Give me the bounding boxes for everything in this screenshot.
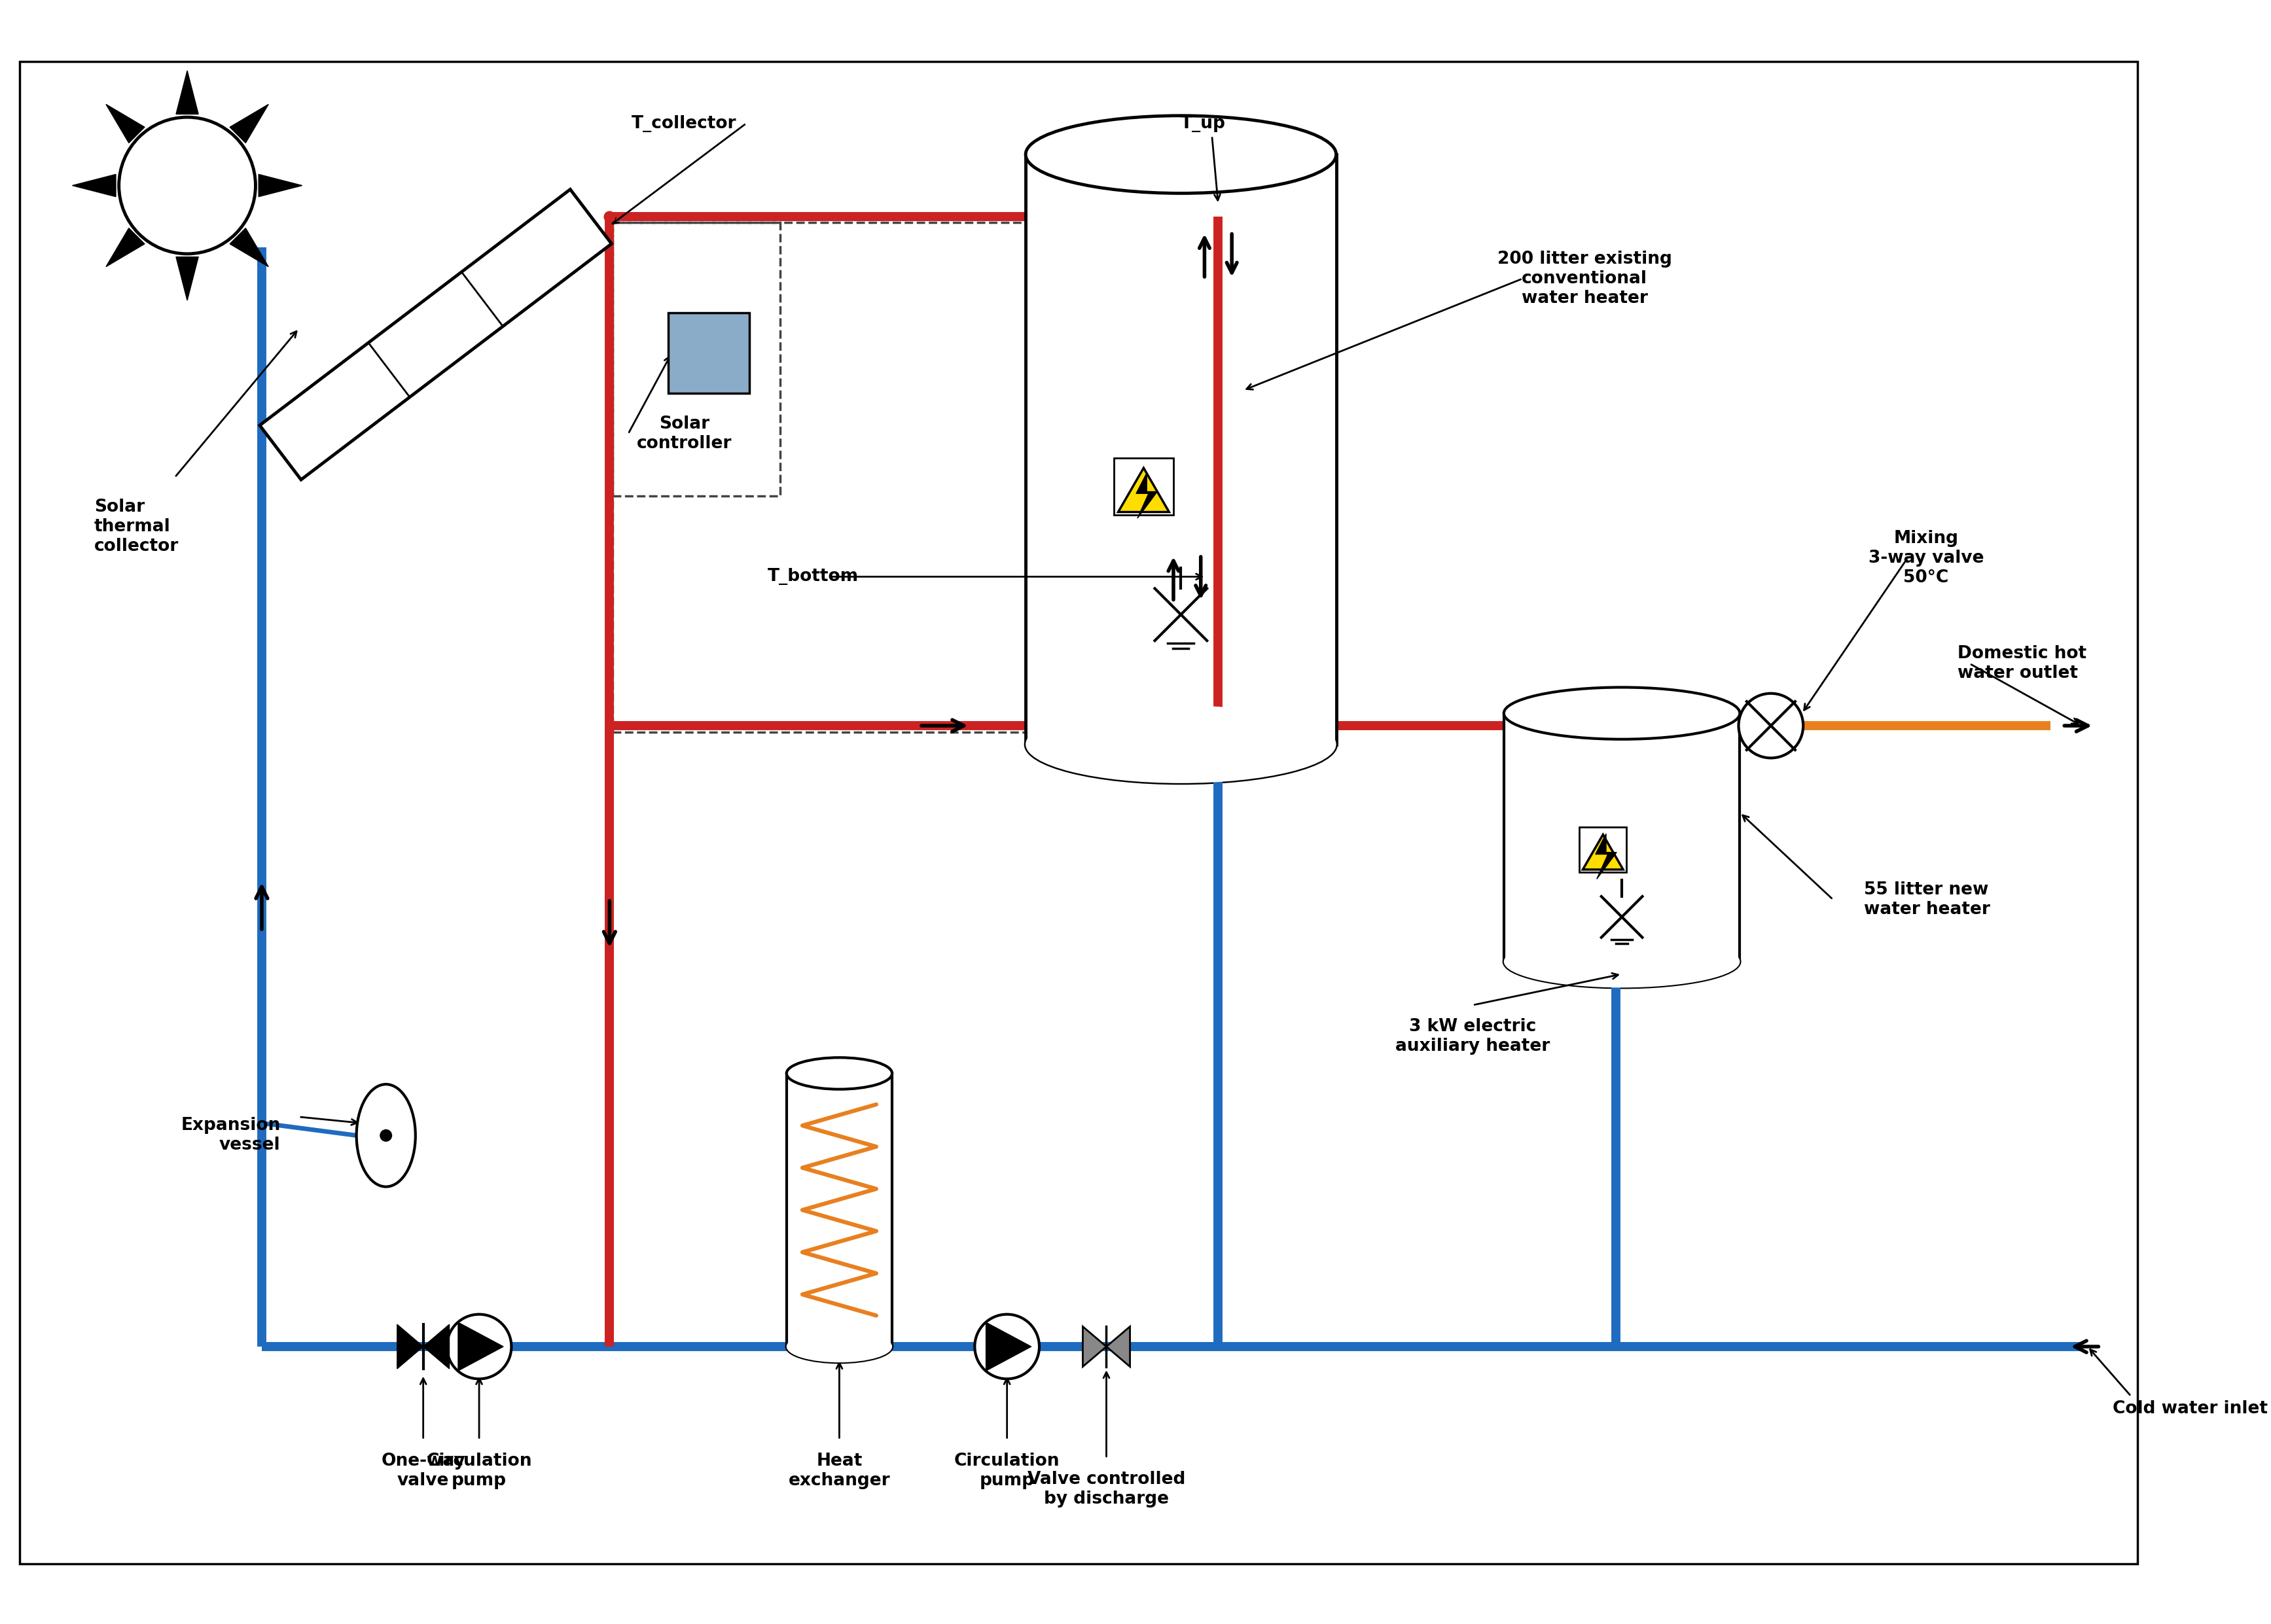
Ellipse shape xyxy=(1026,705,1335,783)
Text: 3 kW electric
auxiliary heater: 3 kW electric auxiliary heater xyxy=(1394,1018,1551,1054)
Polygon shape xyxy=(397,1325,422,1369)
Polygon shape xyxy=(1106,1327,1131,1367)
Polygon shape xyxy=(259,174,302,197)
Ellipse shape xyxy=(1503,935,1740,987)
Bar xyxy=(1115,458,1174,515)
Ellipse shape xyxy=(1026,115,1335,193)
Text: 200 litter existing
conventional
water heater: 200 litter existing conventional water h… xyxy=(1497,250,1671,307)
Bar xyxy=(1503,713,1740,961)
Text: Solar
thermal
collector: Solar thermal collector xyxy=(93,499,179,555)
Text: Solar
controller: Solar controller xyxy=(636,416,731,451)
Polygon shape xyxy=(229,104,268,143)
Bar xyxy=(668,313,749,393)
Circle shape xyxy=(379,1129,393,1142)
Circle shape xyxy=(447,1314,511,1379)
Polygon shape xyxy=(1583,835,1624,869)
Text: T_bottom: T_bottom xyxy=(768,568,858,585)
Bar xyxy=(786,1073,893,1346)
Ellipse shape xyxy=(786,1057,893,1090)
Ellipse shape xyxy=(786,1330,893,1363)
Polygon shape xyxy=(459,1322,504,1371)
Text: Circulation
pump: Circulation pump xyxy=(954,1452,1061,1489)
Polygon shape xyxy=(1117,468,1170,512)
Ellipse shape xyxy=(1026,705,1335,783)
Bar xyxy=(1581,827,1626,872)
Polygon shape xyxy=(259,190,611,479)
Text: Valve controlled
by discharge: Valve controlled by discharge xyxy=(1026,1471,1185,1507)
Polygon shape xyxy=(1597,833,1617,879)
Polygon shape xyxy=(107,104,145,143)
Polygon shape xyxy=(1083,1327,1106,1367)
Text: One-way
valve: One-way valve xyxy=(382,1452,466,1489)
Polygon shape xyxy=(986,1322,1031,1371)
Text: T_collector: T_collector xyxy=(631,115,736,132)
Polygon shape xyxy=(422,1325,450,1369)
Text: 55 litter new
water heater: 55 litter new water heater xyxy=(1864,882,1989,918)
Text: Circulation
pump: Circulation pump xyxy=(427,1452,531,1489)
Circle shape xyxy=(118,117,257,253)
Circle shape xyxy=(1740,693,1803,758)
Polygon shape xyxy=(1136,473,1158,518)
Circle shape xyxy=(974,1314,1040,1379)
Text: T_up: T_up xyxy=(1181,115,1226,132)
Text: Heat
exchanger: Heat exchanger xyxy=(788,1452,890,1489)
Polygon shape xyxy=(73,174,116,197)
Ellipse shape xyxy=(1503,935,1740,987)
Polygon shape xyxy=(107,227,145,266)
Text: Mixing
3-way valve
50°C: Mixing 3-way valve 50°C xyxy=(1869,529,1985,586)
Polygon shape xyxy=(177,257,198,300)
Text: Cold water inlet: Cold water inlet xyxy=(2112,1400,2266,1418)
Ellipse shape xyxy=(357,1085,416,1187)
Bar xyxy=(1026,154,1335,744)
Text: Expansion
vessel: Expansion vessel xyxy=(182,1117,279,1153)
Polygon shape xyxy=(177,71,198,114)
Ellipse shape xyxy=(786,1330,893,1363)
Ellipse shape xyxy=(1503,687,1740,739)
Polygon shape xyxy=(229,227,268,266)
Text: Domestic hot
water outlet: Domestic hot water outlet xyxy=(1958,645,2087,682)
